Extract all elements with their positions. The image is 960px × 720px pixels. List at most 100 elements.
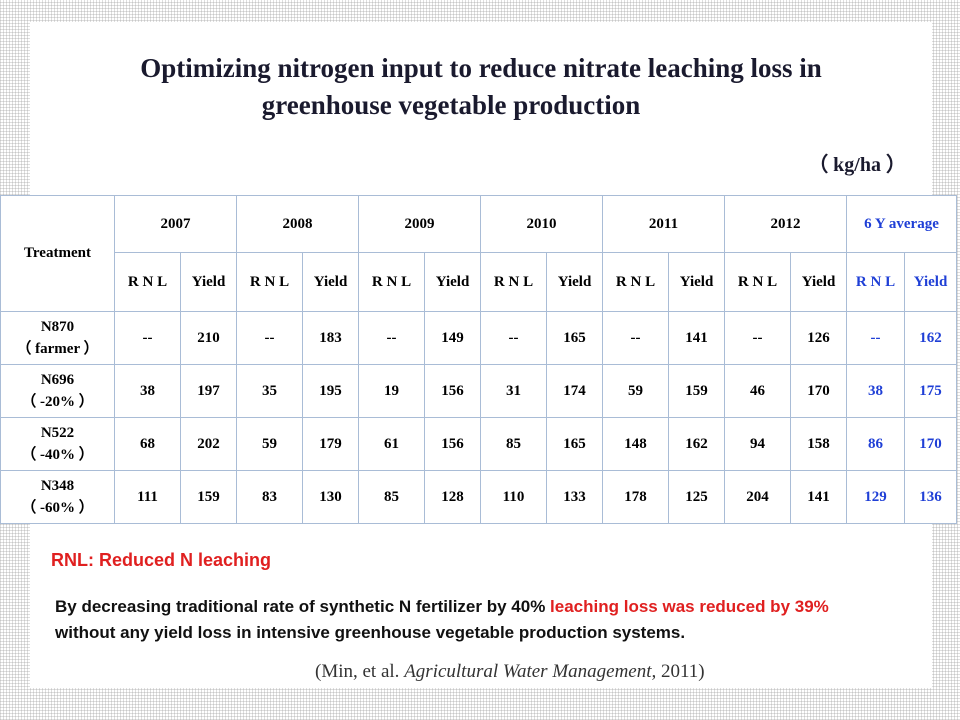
year-header: 2007 [114,195,237,253]
yield-header: Yield [668,252,725,312]
rnl-cell: 31 [480,364,547,418]
rnl-cell: -- [602,311,669,365]
citation: (Min, et al. Agricultural Water Manageme… [315,661,705,683]
avg-rnl-header: R N L [846,252,905,312]
yield-cell: 202 [180,417,237,471]
yield-cell: 126 [790,311,847,365]
rnl-cell: 35 [236,364,303,418]
yield-cell: 141 [668,311,725,365]
yield-cell: 195 [302,364,359,418]
yield-header: Yield [546,252,603,312]
rnl-header: R N L [480,252,547,312]
yield-cell: 156 [424,364,481,418]
yield-cell: 174 [546,364,603,418]
yield-cell: 162 [668,417,725,471]
average-header: 6 Y average [845,195,958,253]
yield-cell: 183 [302,311,359,365]
rnl-cell: -- [114,311,181,365]
yield-cell: 141 [790,470,847,524]
rnl-cell: 178 [602,470,669,524]
yield-header: Yield [302,252,359,312]
year-header: 2009 [358,195,481,253]
data-table: Treatment 2007 2008 2009 2010 2011 2012 … [0,195,958,524]
treatment-name: N522 [40,425,75,441]
treatment-name: N696 [40,372,75,388]
year-header: 2008 [236,195,359,253]
year-header: 2012 [724,195,847,253]
yield-cell: 170 [790,364,847,418]
yield-cell: 158 [790,417,847,471]
treatment-header: Treatment [0,195,115,312]
yield-cell: 149 [424,311,481,365]
slide-title: Optimizing nitrogen input to reduce nitr… [30,50,932,124]
summary-part-2: without any yield loss in intensive gree… [55,623,686,642]
summary-part-1: By decreasing traditional rate of synthe… [55,597,551,616]
table-row: N870 （ farmer ） -- 210 -- 183 -- 149 -- 165 -- 141-… [0,311,958,365]
header-row-metrics: R N L Yield R N L Yield R N L Yield R N … [1,252,958,312]
yield-cell: 156 [424,417,481,471]
yield-cell: 125 [668,470,725,524]
year-header: 2010 [480,195,603,253]
rnl-cell: 111 [114,470,181,524]
rnl-cell: -- [358,311,425,365]
rnl-cell: 38 [846,364,905,418]
yield-cell: 210 [180,311,237,365]
table-body: N870 （ farmer ） -- 210 -- 183 -- 149 -- 165 -- 141-… [0,311,958,524]
rnl-cell: 86 [846,417,905,471]
citation-suffix: 2011) [656,661,705,682]
rnl-cell: 59 [602,364,669,418]
rnl-header: R N L [114,252,181,312]
rnl-cell: 68 [114,417,181,471]
rnl-cell: -- [236,311,303,365]
yield-cell: 165 [546,311,603,365]
rnl-cell: 38 [114,364,181,418]
rnl-cell: 59 [236,417,303,471]
yield-cell: 175 [903,364,958,418]
year-header: 2011 [602,195,725,253]
rnl-cell: 148 [602,417,669,471]
table-row: N696 （ -20% ） 38 197 35 195 19 156 31 174 59 159 46 1… [0,364,958,418]
rnl-header: R N L [602,252,669,312]
rnl-cell: 129 [846,470,905,524]
table-row: N522 （ -40% ） 68 202 59 179 61 156 85 165 148 162 94… [0,417,958,471]
yield-header: Yield [424,252,481,312]
yield-header: Yield [180,252,237,312]
rnl-cell: 85 [480,417,547,471]
rnl-cell: -- [724,311,791,365]
treatment-note: （ -20% ） [21,394,94,410]
treatment-name: N348 [40,478,75,494]
unit-label: （ kg/ha ） [808,154,906,176]
rnl-cell: -- [480,311,547,365]
rnl-cell: -- [846,311,905,365]
yield-cell: 197 [180,364,237,418]
rnl-cell: 94 [724,417,791,471]
rnl-cell: 46 [724,364,791,418]
rnl-header: R N L [236,252,303,312]
treatment-cell: N870 （ farmer ） [0,311,115,365]
yield-cell: 136 [903,470,958,524]
summary-highlight: leaching loss was reduced by 39% [550,597,829,616]
header-row-years: Treatment 2007 2008 2009 2010 2011 2012 … [0,195,958,312]
rnl-cell: 19 [358,364,425,418]
yield-cell: 159 [668,364,725,418]
title-line-2: greenhouse vegetable production [261,90,641,120]
data-table-wrapper: Treatment 2007 2008 2009 2010 2011 2012 … [0,195,960,524]
yield-cell: 159 [180,470,237,524]
rnl-cell: 110 [480,470,547,524]
treatment-note: （ farmer ） [16,341,99,357]
treatment-note: （ -60% ） [21,500,94,516]
rnl-cell: 85 [358,470,425,524]
yield-cell: 162 [903,311,958,365]
yield-cell: 128 [424,470,481,524]
rnl-header: R N L [724,252,791,312]
rnl-cell: 204 [724,470,791,524]
yield-cell: 170 [903,417,958,471]
rnl-note: RNL: Reduced N leaching [51,550,272,570]
rnl-cell: 61 [358,417,425,471]
title-line-1: Optimizing nitrogen input to reduce nitr… [140,53,822,83]
rnl-header: R N L [358,252,425,312]
yield-header: Yield [790,252,847,312]
yield-cell: 130 [302,470,359,524]
rnl-cell: 83 [236,470,303,524]
treatment-note: （ -40% ） [21,447,94,463]
